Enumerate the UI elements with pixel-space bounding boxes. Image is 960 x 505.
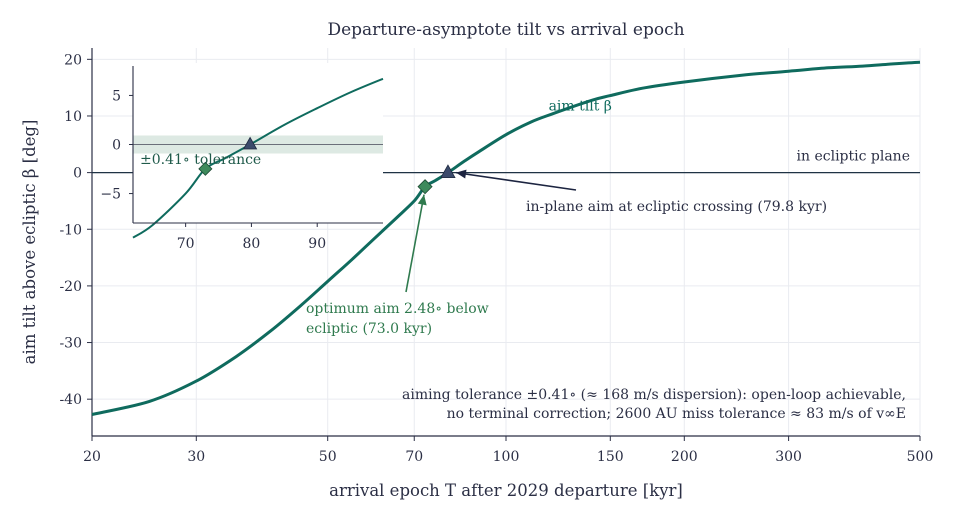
inset-x-tick-label: 70 bbox=[177, 236, 195, 252]
inset-x-ticks: 70 80 90 bbox=[177, 223, 326, 252]
inset-x-tick-label: 90 bbox=[308, 236, 326, 252]
y-tick-label: 0 bbox=[73, 166, 82, 182]
y-ticks: -40 -30 -20 -10 0 10 20 bbox=[59, 52, 92, 408]
arrow-head bbox=[455, 169, 467, 179]
optimum-aim-annotation: optimum aim 2.48∘ below ecliptic (73.0 k… bbox=[306, 301, 493, 337]
series-label-aim-tilt: aim tilt β bbox=[549, 98, 612, 114]
y-tick-label: -10 bbox=[59, 222, 82, 238]
inset-zoom: ±0.41∘ tolerance 70 80 90 −5 0 5 bbox=[100, 63, 384, 252]
annotation-arrows bbox=[405, 169, 577, 293]
x-ticks: 20 30 50 70 100 150 200 300 500 bbox=[83, 436, 933, 465]
inset-band-label: ±0.41∘ tolerance bbox=[140, 152, 261, 168]
y-axis-label: aim tilt above ecliptic β [deg] bbox=[20, 120, 39, 365]
inset-y-tick-label: 5 bbox=[112, 88, 121, 104]
x-tick-label: 50 bbox=[319, 449, 337, 465]
crossing-annotation: in-plane aim at ecliptic crossing (79.8 … bbox=[526, 199, 827, 215]
footnote-line-1: aiming tolerance ±0.41∘ (≈ 168 m/s dispe… bbox=[402, 387, 906, 403]
inset-crossing-marker bbox=[242, 136, 258, 150]
x-tick-label: 300 bbox=[775, 449, 802, 465]
inset-y-tick-label: −5 bbox=[100, 187, 121, 203]
inset-y-ticks: −5 0 5 bbox=[100, 88, 133, 203]
crossing-marker bbox=[440, 164, 456, 179]
inset-y-tick-label: 0 bbox=[112, 138, 121, 154]
y-tick-label: 20 bbox=[64, 52, 82, 68]
inset-optimum-marker bbox=[198, 161, 213, 176]
x-tick-label: 20 bbox=[83, 449, 101, 465]
x-axis-label: arrival epoch T after 2029 departure [ky… bbox=[329, 481, 683, 500]
y-tick-label: 10 bbox=[64, 109, 82, 125]
arrow-shaft bbox=[455, 171, 577, 191]
x-tick-label: 150 bbox=[597, 449, 624, 465]
x-tick-label: 100 bbox=[493, 449, 520, 465]
y-tick-label: -40 bbox=[59, 392, 82, 408]
inset-series-line bbox=[132, 77, 384, 239]
optimum-aim-marker bbox=[417, 179, 433, 195]
inset-x-tick-label: 80 bbox=[243, 236, 261, 252]
reference-line-label: in ecliptic plane bbox=[797, 149, 910, 165]
optimum-aim-annotation-line-1: optimum aim 2.48∘ below bbox=[306, 301, 489, 317]
x-tick-label: 70 bbox=[405, 449, 423, 465]
x-tick-label: 200 bbox=[671, 449, 698, 465]
y-tick-label: -30 bbox=[59, 336, 82, 352]
chart-title: Departure-asymptote tilt vs arrival epoc… bbox=[327, 20, 684, 40]
y-tick-label: -20 bbox=[59, 279, 82, 295]
x-tick-label: 500 bbox=[907, 449, 934, 465]
arrow-head bbox=[417, 194, 427, 206]
x-tick-label: 30 bbox=[187, 449, 205, 465]
series-line-aim-tilt bbox=[91, 60, 921, 416]
optimum-aim-annotation-line-2: ecliptic (73.0 kyr) bbox=[306, 321, 432, 337]
arrow-shaft bbox=[405, 194, 425, 293]
footnote-line-2: no terminal correction; 2600 AU miss tol… bbox=[447, 406, 906, 422]
